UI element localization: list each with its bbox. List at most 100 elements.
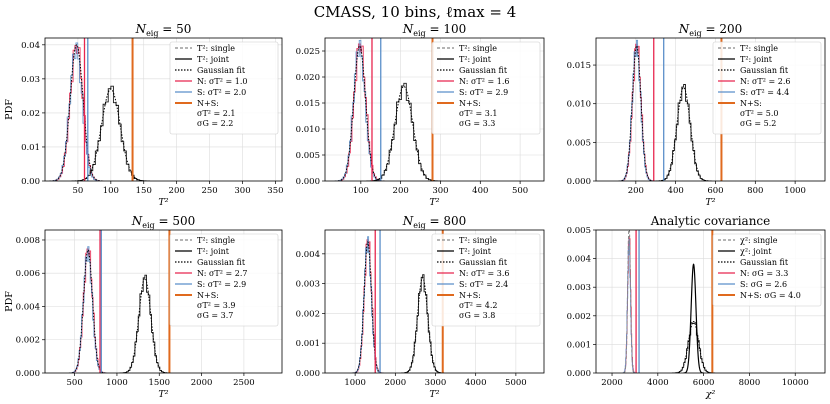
legend-label: T²: joint — [197, 247, 230, 256]
x-tick-label: 500 — [67, 378, 83, 388]
legend-entry: T²: joint — [437, 247, 492, 256]
legend-label: S: σT² = 2.0 — [197, 88, 246, 97]
series-single-n- — [49, 45, 104, 181]
x-tick-label: 100 — [103, 186, 119, 196]
legend-label: T²: joint — [459, 55, 492, 64]
axes-frame — [595, 229, 826, 374]
x-tick-label: 8000 — [739, 378, 761, 388]
legend-sublabel: σT² = 5.0 — [740, 109, 779, 118]
legend: T²: single T²: joint Gaussian fit N: σT² = … — [712, 41, 822, 135]
series-joint — [683, 263, 704, 373]
legend-sublabel: σT² = 3.9 — [197, 301, 236, 310]
x-tick-label: 3000 — [425, 378, 447, 388]
x-axis-label: T² — [429, 197, 439, 208]
x-tick-label: 100 — [353, 186, 369, 196]
y-tick-label: 0.005 — [567, 226, 591, 236]
axes-frame — [44, 229, 283, 374]
x-tick-label: 600 — [707, 186, 723, 196]
series-gaussian-fit-joint- — [401, 277, 444, 373]
legend-label: S: σT² = 2.4 — [459, 280, 508, 289]
series-single-dashed — [623, 230, 635, 373]
legend-entry: N+S:σT² = 4.2σG = 3.8 — [437, 291, 498, 320]
legend-label: N+S: — [459, 99, 481, 108]
series-single-s- — [351, 236, 384, 373]
legend-entry: Gaussian fit — [175, 66, 246, 75]
x-tick-label: 2000 — [601, 378, 623, 388]
legend-entry: S: σT² = 2.0 — [175, 88, 246, 97]
x-tick-label: 350 — [267, 186, 283, 196]
panel-2: 100 200 300 400 500 0.000 0.005 0.010 0.015 0.020… — [296, 22, 545, 208]
x-tick-label: 6000 — [693, 378, 715, 388]
y-tick-label: 0.04 — [21, 41, 40, 51]
series-joint-hist — [671, 322, 716, 373]
series-gaussian-fit-single- — [352, 241, 384, 373]
x-tick-label: 800 — [747, 186, 763, 196]
panel-1: 50 100 150 200 250 300 350 0.00 0.01 0.02 0.03 0.04… — [4, 22, 284, 208]
panel-title: Neig = 800 — [402, 214, 467, 230]
legend: T²: single T²: joint Gaussian fit N: σT² = … — [431, 233, 541, 327]
y-tick-label: 0.000 — [567, 177, 591, 187]
x-tick-label: 300 — [234, 186, 250, 196]
y-tick-label: 0.001 — [567, 340, 591, 350]
series-single-s- — [49, 42, 103, 181]
panel-title: Neig = 50 — [135, 22, 192, 38]
y-tick-label: 0.02 — [21, 109, 40, 119]
legend: T²: single T²: joint Gaussian fit N: σT² = … — [169, 233, 279, 327]
legend-entry: T²: single — [175, 236, 235, 245]
legend-label: N+S: σG = 4.0 — [740, 291, 801, 300]
legend-entry: S: σG = 2.6 — [718, 280, 787, 289]
legend-entry: T²: joint — [175, 55, 230, 64]
legend-label: T²: joint — [197, 55, 230, 64]
legend-label: T²: single — [197, 236, 235, 245]
y-tick-label: 0.010 — [567, 100, 591, 110]
series-gaussian-fit-single- — [334, 45, 385, 181]
legend-sublabel: σG = 2.2 — [197, 119, 233, 128]
legend-label: S: σT² = 2.9 — [197, 280, 246, 289]
series-single-s- — [618, 39, 655, 181]
legend-entry: N: σT² = 2.7 — [175, 269, 247, 278]
legend-entry: χ²: single — [718, 236, 778, 245]
y-axis-label: PDF — [4, 291, 15, 312]
legend-sublabel: σG = 3.8 — [459, 311, 495, 320]
legend-entry: T²: joint — [175, 247, 230, 256]
plot-area — [68, 230, 171, 373]
legend-box — [712, 41, 822, 135]
legend-label: S: σG = 2.6 — [740, 280, 787, 289]
legend-label: Gaussian fit — [197, 66, 246, 75]
legend-label: T²: single — [459, 236, 497, 245]
legend-label: Gaussian fit — [197, 258, 246, 267]
legend-label: T²: joint — [740, 55, 773, 64]
legend-entry: N: σT² = 3.6 — [437, 269, 509, 278]
y-tick-label: 0.000 — [567, 369, 591, 379]
x-axis-label: T² — [705, 197, 715, 208]
legend-entry: N: σT² = 2.6 — [718, 77, 790, 86]
legend-sublabel: σT² = 4.2 — [459, 301, 498, 310]
series-gaussian-fit-joint- — [119, 277, 170, 373]
legend-entry: N+S: σG = 4.0 — [718, 291, 801, 300]
y-tick-label: 0.000 — [16, 369, 40, 379]
y-tick-label: 0.004 — [16, 302, 40, 312]
x-tick-label: 300 — [432, 186, 448, 196]
y-tick-label: 0.006 — [16, 269, 40, 279]
y-tick-label: 0.005 — [296, 151, 320, 161]
y-tick-label: 0.000 — [296, 177, 320, 187]
legend-sublabel: σG = 3.3 — [459, 119, 495, 128]
y-tick-label: 0.003 — [296, 280, 320, 290]
y-tick-label: 0.025 — [296, 47, 320, 57]
legend-sublabel: σG = 3.7 — [197, 311, 233, 320]
legend-sublabel: σG = 5.2 — [740, 119, 776, 128]
x-axis-label: T² — [158, 389, 168, 400]
legend-box — [169, 233, 279, 327]
x-tick-label: 2500 — [233, 378, 255, 388]
y-tick-label: 0.004 — [567, 255, 591, 265]
legend-label: T²: joint — [459, 247, 492, 256]
panel-3: 200 400 600 800 1000 0.000 0.005 0.010 0.015 Neig… — [567, 22, 826, 208]
legend-label: N: σG = 3.3 — [740, 269, 788, 278]
plot-area — [622, 230, 716, 373]
plot-area — [49, 38, 151, 181]
y-tick-label: 0.00 — [21, 177, 40, 187]
panel-6: 2000 4000 6000 8000 10000 0.000 0.001 0.002 0.00… — [567, 214, 826, 400]
plot-area — [351, 230, 445, 373]
y-tick-label: 0.003 — [567, 283, 591, 293]
